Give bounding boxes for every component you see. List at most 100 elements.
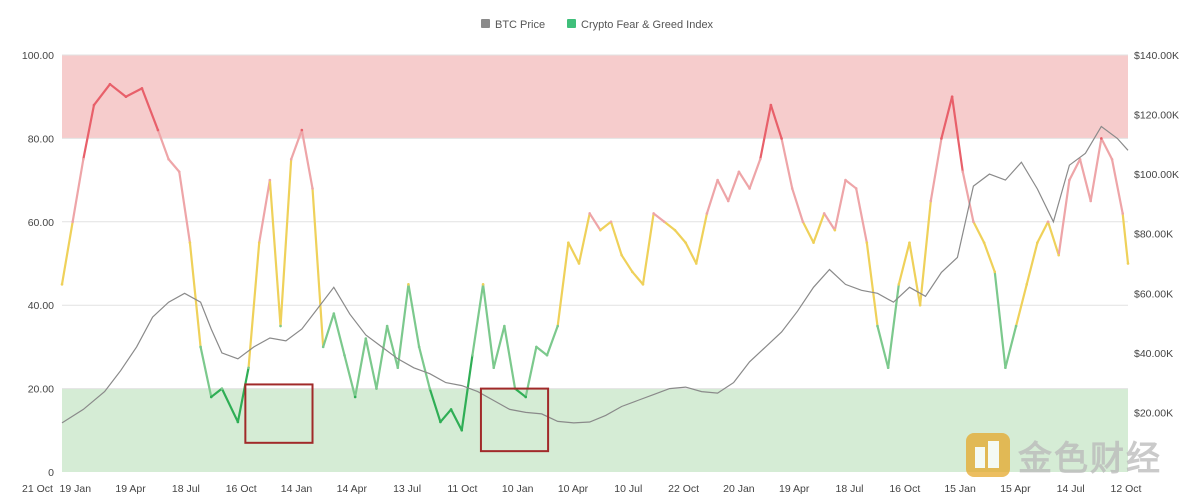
zone-bands <box>62 55 1128 472</box>
index-segment-48 <box>599 220 613 232</box>
index-point-6 <box>140 87 144 90</box>
index-segment-37 <box>481 283 495 369</box>
index-point-32 <box>428 387 432 390</box>
index-point-90 <box>1046 220 1050 224</box>
index-segment-86 <box>1004 324 1018 369</box>
index-point-4 <box>108 82 112 86</box>
index-segment-75 <box>887 283 900 369</box>
index-point-95 <box>1100 137 1103 140</box>
index-point-51 <box>631 270 634 274</box>
index-point-71 <box>844 178 847 182</box>
index-segment-80 <box>940 95 954 140</box>
index-segment-55 <box>673 229 687 244</box>
index-segment-61 <box>737 170 751 190</box>
index-point-17 <box>268 178 272 182</box>
index-segment-2 <box>82 103 96 161</box>
x-tick-label: 18 Jul <box>172 483 200 495</box>
index-segment-35 <box>460 354 474 432</box>
index-point-14 <box>236 420 240 424</box>
x-tick-label: 10 Apr <box>558 483 589 495</box>
index-point-43 <box>545 353 549 357</box>
index-segment-95 <box>1100 137 1114 161</box>
index-segment-90 <box>1046 220 1060 257</box>
index-point-35 <box>460 429 464 432</box>
index-point-38 <box>492 366 496 370</box>
index-point-41 <box>524 395 528 399</box>
x-axis-ticks: 21 Oct 19 Jan 19 Apr 18 Jul 16 Oct 14 Jan 14 A… <box>22 483 1142 495</box>
index-point-84 <box>982 241 986 244</box>
left-tick-label: 80.00 <box>28 133 54 145</box>
index-segment-11 <box>199 345 213 399</box>
index-point-29 <box>396 366 400 370</box>
index-segment-71 <box>844 179 858 190</box>
right-tick-label: $60.00K <box>1134 288 1173 300</box>
index-segment-24 <box>343 354 357 399</box>
index-segment-42 <box>535 345 549 357</box>
index-segment-12 <box>210 387 223 399</box>
index-segment-70 <box>833 179 847 232</box>
index-point-68 <box>812 241 815 244</box>
index-segment-83 <box>972 220 986 244</box>
index-segment-88 <box>1025 241 1039 286</box>
index-segment-68 <box>812 212 826 244</box>
index-segment-25 <box>354 337 367 399</box>
x-tick-label: 10 Jan <box>502 483 534 495</box>
index-point-75 <box>886 366 890 370</box>
index-point-73 <box>865 241 869 244</box>
legend-swatch-fear-greed <box>567 19 576 28</box>
index-point-54 <box>662 220 666 224</box>
index-point-33 <box>439 420 442 424</box>
index-segment-17 <box>268 179 282 328</box>
x-tick-label: 19 Apr <box>779 483 810 495</box>
index-segment-67 <box>801 220 815 244</box>
index-segment-92 <box>1068 158 1082 182</box>
index-segment-96 <box>1110 158 1124 215</box>
index-segment-59 <box>716 179 730 203</box>
index-point-7 <box>156 128 160 132</box>
index-point-36 <box>471 353 474 357</box>
index-segment-53 <box>652 212 666 223</box>
index-point-57 <box>694 262 698 265</box>
index-point-20 <box>300 128 304 132</box>
index-point-19 <box>289 157 293 161</box>
index-segment-36 <box>471 283 485 357</box>
index-segment-56 <box>684 241 698 265</box>
index-point-21 <box>311 187 314 190</box>
index-point-72 <box>854 187 858 190</box>
index-segment-76 <box>897 241 911 286</box>
index-point-69 <box>822 212 826 215</box>
index-point-98 <box>1126 262 1130 265</box>
x-tick-label: 15 Apr <box>1000 483 1031 495</box>
index-point-23 <box>332 312 336 315</box>
index-point-77 <box>908 241 911 244</box>
index-segment-6 <box>140 87 160 132</box>
index-point-96 <box>1110 157 1114 161</box>
index-segment-20 <box>300 128 314 190</box>
index-point-13 <box>220 387 224 390</box>
x-tick-label: 15 Jan <box>944 483 976 495</box>
index-segment-18 <box>279 158 293 328</box>
index-point-92 <box>1068 178 1071 182</box>
index-point-62 <box>748 187 751 190</box>
x-tick-label: 14 Apr <box>337 483 368 495</box>
index-point-5 <box>124 95 128 98</box>
index-point-74 <box>876 324 879 328</box>
index-segment-57 <box>695 212 709 265</box>
left-tick-label: 40.00 <box>28 300 54 312</box>
right-tick-label: $140.00K <box>1134 50 1179 62</box>
zone-band-0 <box>62 55 1128 139</box>
index-segment-28 <box>386 324 399 369</box>
index-point-37 <box>481 283 485 286</box>
legend-label-fear-greed: Crypto Fear & Greed Index <box>581 19 714 31</box>
x-tick-label: 10 Jul <box>614 483 642 495</box>
index-segment-40 <box>513 387 527 399</box>
index-segment-63 <box>759 103 772 161</box>
index-segment-27 <box>375 324 389 390</box>
index-point-80 <box>940 137 943 140</box>
index-segment-43 <box>545 324 559 357</box>
right-tick-label: $80.00K <box>1134 229 1173 241</box>
watermark-text: 金色财经 <box>1018 438 1162 479</box>
left-tick-label: 100.00 <box>22 50 54 62</box>
index-segment-44 <box>556 241 570 328</box>
